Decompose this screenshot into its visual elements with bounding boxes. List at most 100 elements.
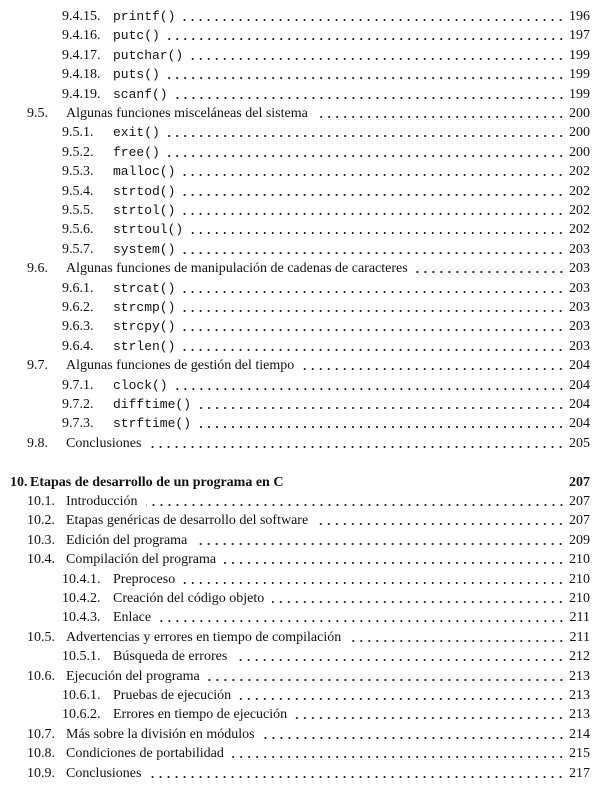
entry-title: strcat() (113, 280, 176, 296)
entry-number: 9.5.7. (62, 241, 94, 257)
entry-title: Pruebas de ejecución (113, 688, 232, 703)
entry-title: Advertencias y errores en tiempo de comp… (66, 629, 342, 645)
entry-number: 10.2. (27, 513, 55, 529)
entry-title: putc() (113, 28, 160, 44)
page-number: 202 (569, 164, 590, 180)
dot-leader (199, 400, 565, 410)
page-number: 203 (569, 300, 590, 315)
entry-number: 10.5.1. (62, 649, 101, 665)
entry-number: 9.5.4. (62, 183, 94, 199)
toc-entry: 9.5.3. malloc() 202 (62, 163, 590, 181)
entry-title: Edición del programa (66, 532, 188, 548)
toc-entry: 9.8. Conclusiones 205 (27, 435, 590, 453)
entry-title: strcmp() (113, 300, 176, 315)
dot-leader (183, 206, 565, 216)
dot-leader (167, 70, 565, 81)
dot-leader (175, 380, 565, 391)
dot-leader (302, 361, 565, 372)
dot-leader (415, 264, 565, 275)
dot-leader (272, 594, 565, 604)
entry-number: 9.4.15. (62, 9, 101, 24)
entry-number: 9.6.2. (62, 300, 94, 315)
dot-leader (207, 671, 565, 682)
entry-title: Más sobre la división en módulos (66, 726, 255, 742)
toc-entry: 9.7.1. clock() 204 (62, 377, 590, 395)
page-number: 215 (569, 746, 590, 762)
toc-entry: 9.6.2. strcmp() 203 (62, 299, 590, 317)
toc-entry: 9.4.16. putc() 197 (62, 27, 590, 45)
toc-entry: 9.4.17. putchar() 199 (62, 47, 590, 65)
entry-title: Búsqueda de errores (113, 649, 228, 665)
entry-number: 9.4.19. (62, 86, 101, 102)
toc-entry: 9.6. Algunas funciones de manipulación de… (27, 260, 590, 278)
chapter-entry: 10. Etapas de desarrollo de un programa e… (10, 474, 590, 492)
toc-entry: 9.6.4. strlen() 203 (62, 338, 590, 356)
dot-leader (183, 186, 565, 197)
dot-leader (239, 691, 565, 701)
entry-number: 9.7.3. (62, 416, 94, 432)
entry-number: 9.6.1. (62, 280, 94, 296)
page-number: 204 (569, 397, 590, 412)
entry-title: putchar() (113, 47, 184, 63)
dot-leader (191, 225, 565, 236)
dot-leader (315, 109, 565, 119)
toc-entry: 9.7. Algunas funciones de gestión del tie… (27, 357, 590, 375)
toc-entry: 10.4. Compilación del programa 210 (27, 551, 590, 569)
entry-title: Enlace (113, 610, 152, 626)
page-number: 213 (569, 688, 590, 703)
toc-entry: 9.5.1. exit() 200 (62, 124, 590, 142)
entry-number: 10.4. (27, 552, 55, 568)
toc-entry: 10.9. Conclusiones 217 (27, 765, 590, 783)
page-number: 211 (569, 610, 590, 626)
toc-entry: 9.5.2. free() 200 (62, 144, 590, 162)
page-number: 203 (569, 338, 590, 354)
dot-leader (183, 167, 565, 178)
entry-number: 10.6. (27, 668, 55, 684)
entry-title: Ejecución del programa (66, 668, 200, 684)
page-number: 204 (569, 377, 590, 393)
toc-entry: 10.6.1. Pruebas de ejecución 213 (62, 687, 590, 705)
entry-title: Condiciones de portabilidad (66, 746, 224, 762)
entry-number: 10.4.1. (62, 571, 101, 587)
page-number: 200 (569, 125, 590, 141)
entry-number: 9.5.6. (62, 222, 94, 238)
entry-number: 9.4.16. (62, 28, 101, 44)
entry-number: 9.7.1. (62, 377, 94, 393)
entry-title: strtol() (113, 203, 176, 218)
entry-number: 10.1. (27, 494, 55, 509)
entry-number: 9.5.2. (62, 144, 94, 160)
page-number: 213 (569, 668, 590, 684)
entry-title: Compilación del programa (66, 552, 217, 568)
toc-entry: 9.6.3. strcpy() 203 (62, 318, 590, 336)
entry-title: strtod() (113, 183, 176, 199)
dot-leader (175, 89, 565, 100)
entry-number: 9.6. (27, 261, 48, 277)
toc-entry: 9.7.3. strftime() 204 (62, 415, 590, 433)
entry-title: strtoul() (113, 222, 184, 238)
page-number: 202 (569, 222, 590, 238)
page-number: 209 (569, 532, 590, 548)
toc-entry: 9.5.5. strtol() 202 (62, 202, 590, 220)
page-number: 211 (569, 629, 590, 645)
entry-title: scanf() (113, 86, 168, 102)
page-number: 203 (569, 319, 590, 335)
entry-title: Creación del código objeto (113, 591, 265, 606)
page-number: 203 (569, 241, 590, 257)
toc-entry: 9.6.1. strcat() 203 (62, 280, 590, 298)
dot-leader (167, 31, 565, 42)
page-number: 207 (569, 513, 590, 529)
toc-entry: 10.8. Condiciones de portabilidad 215 (27, 745, 590, 763)
toc-entry: 9.4.18. puts() 199 (62, 66, 590, 84)
dot-leader (183, 244, 565, 255)
entry-number: 10.6.2. (62, 707, 101, 723)
entry-number: 10.7. (27, 726, 55, 742)
dot-leader (235, 652, 565, 663)
entry-title: clock() (113, 377, 168, 393)
entry-number: 10.8. (27, 746, 55, 762)
entry-number: 10.5. (27, 629, 55, 645)
page-number: 200 (569, 144, 590, 160)
toc-entry: 10.5.1. Búsqueda de errores 212 (62, 648, 590, 666)
page-number: 210 (569, 552, 590, 568)
dot-leader (183, 322, 565, 333)
